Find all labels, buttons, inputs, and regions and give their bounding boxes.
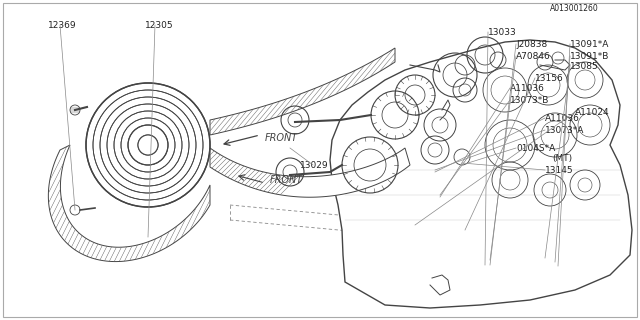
Text: 13145: 13145 [545,165,573,174]
Text: A11024: A11024 [575,108,610,116]
Text: A70846: A70846 [516,52,551,60]
Text: A11036: A11036 [510,84,545,92]
Polygon shape [210,148,410,197]
Text: A11036: A11036 [545,114,580,123]
Text: 13091*A: 13091*A [570,39,609,49]
Text: 13029: 13029 [300,161,328,170]
Text: 12305: 12305 [145,20,173,29]
Text: (MT): (MT) [552,154,572,163]
Circle shape [138,135,158,155]
Text: 13085: 13085 [570,61,599,70]
Text: A013001260: A013001260 [550,4,599,12]
Text: 0104S*A: 0104S*A [516,143,556,153]
Polygon shape [330,40,632,308]
Text: 13033: 13033 [488,28,516,36]
Text: J20838: J20838 [516,39,547,49]
Text: 13156: 13156 [535,74,564,83]
Text: FRONT: FRONT [270,175,303,185]
Text: 13073*A: 13073*A [545,125,584,134]
Text: FRONT: FRONT [265,133,298,143]
Text: 13091*B: 13091*B [570,52,609,60]
Polygon shape [210,48,395,135]
Text: 13073*B: 13073*B [510,95,549,105]
Polygon shape [49,145,210,261]
Text: 12369: 12369 [48,20,77,29]
